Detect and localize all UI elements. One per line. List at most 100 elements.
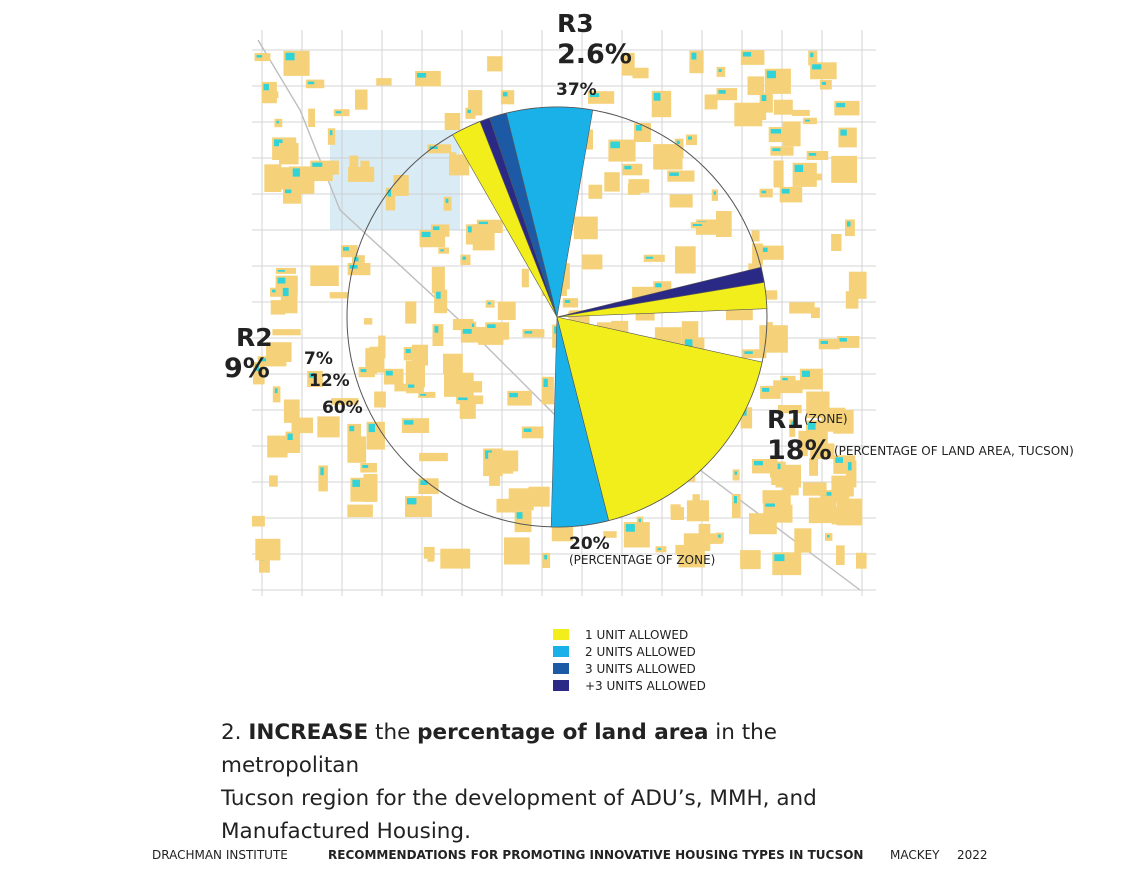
zoning-parcel xyxy=(692,494,700,507)
zoning-parcel-accent xyxy=(276,120,280,124)
zoning-parcel-accent xyxy=(655,283,662,288)
r1-2-units-pct-label: 20% xyxy=(569,534,610,554)
recommendation-line-3: Manufactured Housing. xyxy=(221,819,471,844)
zoning-parcel-accent xyxy=(808,153,817,156)
zoning-parcel xyxy=(632,67,649,79)
zoning-parcel-accent xyxy=(742,52,752,57)
zoning-parcel-accent xyxy=(839,338,847,342)
zoning-parcel-accent xyxy=(436,291,441,299)
zoning-parcel xyxy=(331,398,359,405)
zoning-parcel xyxy=(394,383,411,392)
zoning-parcel-accent xyxy=(776,463,781,470)
zoning-parcel xyxy=(504,537,530,565)
zoning-parcel-accent xyxy=(782,377,788,382)
zoning-parcel xyxy=(704,94,718,110)
zoning-parcel xyxy=(597,322,620,331)
zoning-parcel xyxy=(459,402,476,419)
zoning-parcel xyxy=(771,476,793,485)
zoning-parcel-accent xyxy=(812,64,822,70)
zoning-parcel-accent xyxy=(467,226,472,233)
zoning-parcel-accent xyxy=(524,331,533,334)
recommendation-text: 2. INCREASE the percentage of land area … xyxy=(221,716,901,848)
zoning-parcel xyxy=(360,463,377,473)
zoning-parcel xyxy=(670,507,684,520)
zoning-parcel xyxy=(562,298,579,308)
zoning-parcel-accent xyxy=(744,351,753,354)
zoning-parcel xyxy=(803,117,817,125)
zoning-parcel-accent xyxy=(445,198,449,203)
zoning-parcel-accent xyxy=(692,224,703,226)
zoning-parcel xyxy=(821,407,846,432)
zoning-parcel-accent xyxy=(624,165,632,170)
zoning-parcel xyxy=(542,552,551,568)
zoning-parcel xyxy=(782,121,801,147)
legend: 1 UNIT ALLOWED 2 UNITS ALLOWED 3 UNITS A… xyxy=(553,626,706,694)
zoning-parcel-accent xyxy=(487,302,491,305)
zoning-parcel-accent xyxy=(635,125,642,131)
zoning-parcel xyxy=(283,399,300,423)
zoning-parcel-accent xyxy=(718,90,726,94)
zoning-parcel xyxy=(369,346,385,373)
zoning-parcel xyxy=(418,391,436,398)
legend-item-3-units: 3 UNITS ALLOWED xyxy=(553,660,706,677)
zoning-parcel-accent xyxy=(362,465,369,468)
zoning-parcel xyxy=(845,219,855,237)
zoning-parcel-accent xyxy=(263,83,269,91)
zoning-parcel xyxy=(341,245,358,258)
zoning-parcel-accent xyxy=(718,68,722,72)
zoning-parcel xyxy=(443,353,463,374)
zoning-parcel xyxy=(792,109,810,116)
zoning-parcel xyxy=(777,405,802,414)
zoning-parcel-accent xyxy=(766,70,776,79)
zoning-parcel xyxy=(363,318,373,325)
zoning-parcel xyxy=(347,436,367,463)
footer-title: RECOMMENDATIONS FOR PROMOTING INNOVATIVE… xyxy=(328,848,864,862)
zoning-parcel-accent xyxy=(352,479,360,487)
zoning-parcel xyxy=(732,469,740,481)
zoning-parcel-accent xyxy=(407,498,417,505)
zoning-parcel-accent xyxy=(808,422,816,430)
zoning-parcel xyxy=(760,385,781,399)
zoning-parcel xyxy=(588,184,603,199)
zoning-parcel xyxy=(470,381,483,393)
zoning-parcel-accent xyxy=(669,172,679,176)
zoning-parcel-accent xyxy=(433,226,440,231)
zoning-parcel xyxy=(253,362,265,385)
zoning-parcel xyxy=(690,222,718,229)
zoning-parcel-accent xyxy=(718,534,721,538)
zoning-parcel-accent xyxy=(387,189,392,197)
zoning-parcel-accent xyxy=(801,370,810,377)
zoning-parcel xyxy=(452,319,474,331)
zoning-parcel-accent xyxy=(335,111,342,114)
zoning-parcel-accent xyxy=(836,102,846,108)
zoning-parcel xyxy=(269,351,282,364)
zoning-parcel-accent xyxy=(291,168,300,177)
zoning-parcel-accent xyxy=(688,136,692,140)
zoning-parcel xyxy=(759,325,788,353)
r3-plus3-units-pct-label: 37% xyxy=(556,80,597,100)
zoning-parcel xyxy=(444,113,461,130)
r3-slice-1-unit-allowed xyxy=(556,282,768,318)
zoning-parcel-accent xyxy=(282,287,289,297)
zoning-parcel-accent xyxy=(285,187,292,194)
legend-item-1-unit: 1 UNIT ALLOWED xyxy=(553,626,706,643)
zoning-parcel-accent xyxy=(610,141,620,149)
zoning-parcel xyxy=(419,452,448,462)
zoning-parcel xyxy=(385,187,396,211)
zoning-parcel-accent xyxy=(259,358,270,362)
zoning-parcel-accent xyxy=(523,428,532,432)
zoning-parcel xyxy=(831,155,857,183)
zoning-parcel xyxy=(272,386,281,403)
zoning-parcel xyxy=(582,254,603,270)
recommendation-number: 2. xyxy=(221,720,242,745)
zoning-parcel xyxy=(465,224,477,245)
zoning-parcel-accent xyxy=(360,369,367,373)
zoning-parcel-accent xyxy=(309,372,315,378)
zoning-parcel xyxy=(845,291,859,309)
legend-label-3-units: 3 UNITS ALLOWED xyxy=(585,661,696,676)
zoning-parcel-accent xyxy=(761,95,767,101)
zoning-parcel-accent xyxy=(827,535,830,538)
zoning-parcel-accent xyxy=(821,81,826,85)
zoning-parcel xyxy=(653,144,683,170)
zoning-parcel xyxy=(774,461,786,480)
